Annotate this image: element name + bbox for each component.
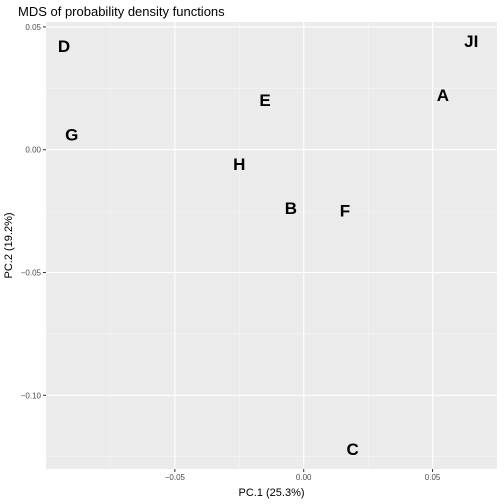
point-label-ji: JI [464, 32, 478, 51]
minor-gridlines [46, 22, 497, 469]
x-axis-title: PC.1 (25.3%) [238, 487, 304, 499]
chart-title: MDS of probability density functions [18, 4, 225, 19]
x-tick-label: 0.05 [425, 473, 441, 482]
y-axis-title: PC.2 (19.2%) [3, 212, 15, 278]
y-tick-label: −0.05 [21, 269, 42, 278]
point-label-e: E [259, 91, 270, 110]
point-label-d: D [58, 37, 70, 56]
y-tick-label: −0.10 [21, 391, 42, 400]
axis-ticks: −0.05 0.00 0.05 0.05 0.00 −0.05 −0.10 [21, 23, 441, 482]
x-tick-label: −0.05 [165, 473, 186, 482]
plot-panel [46, 22, 497, 469]
point-label-a: A [437, 86, 449, 105]
point-label-f: F [340, 202, 350, 221]
x-tick-label: 0.00 [296, 473, 312, 482]
y-tick-label: 0.05 [25, 23, 41, 32]
point-label-c: C [347, 440, 359, 459]
point-labels: D JI A E G H B F C [58, 32, 478, 459]
y-tick-label: 0.00 [25, 146, 41, 155]
point-label-g: G [65, 125, 78, 144]
point-label-b: B [285, 199, 297, 218]
major-gridlines [46, 22, 497, 469]
point-label-h: H [233, 155, 245, 174]
